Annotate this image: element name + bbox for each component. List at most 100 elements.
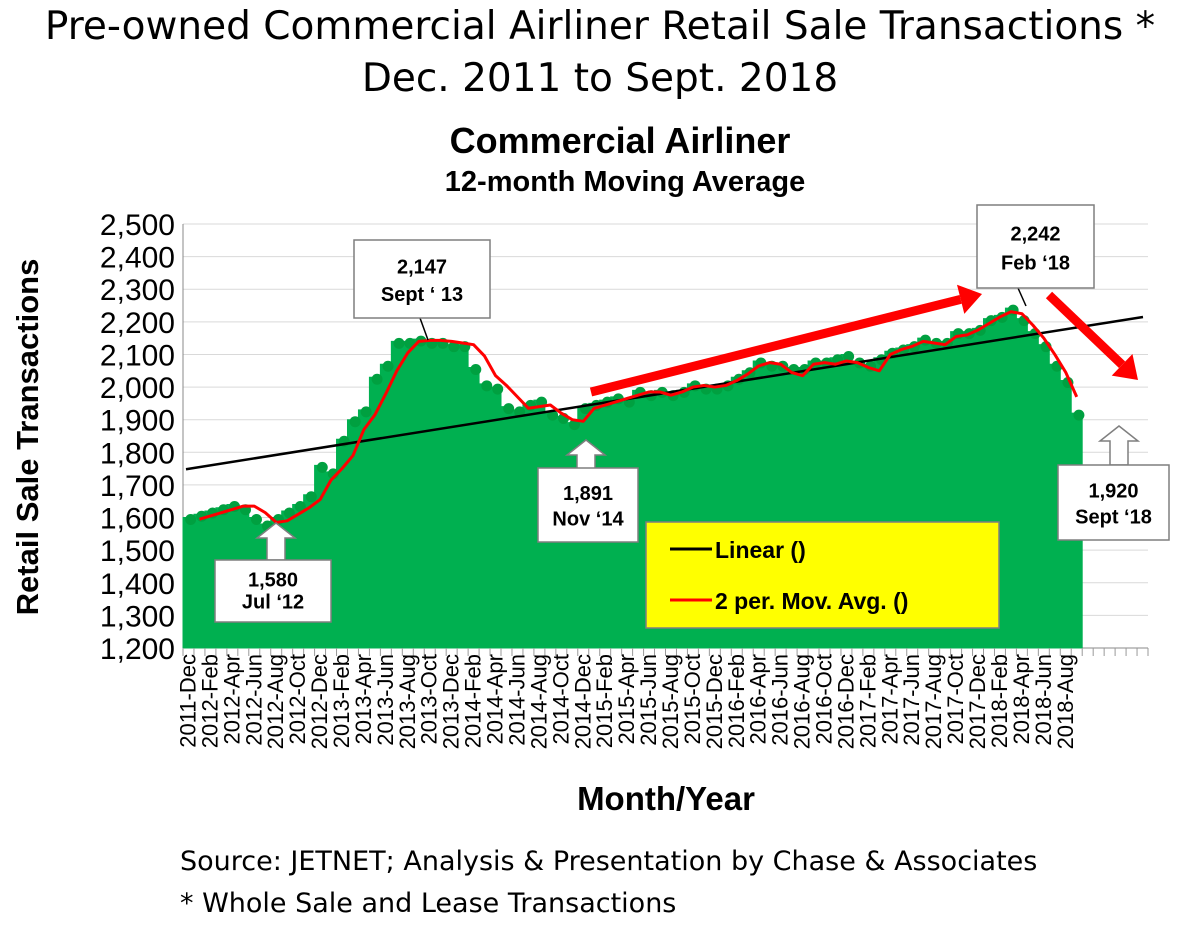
footnote: * Whole Sale and Lease Transactions: [180, 888, 677, 919]
x-tick-label: 2013-Aug: [395, 654, 420, 749]
y-tick-label: 2,400: [100, 242, 175, 275]
y-tick-label: 1,800: [100, 437, 175, 470]
data-point: [470, 364, 482, 376]
downtrend-arrow: [1045, 291, 1126, 369]
callout-box: [976, 204, 1095, 289]
data-point: [393, 337, 405, 349]
x-tick-label: 2017-Aug: [921, 654, 946, 749]
data-point: [294, 500, 306, 512]
data-point: [481, 380, 493, 392]
callout-label: Feb ‘18: [1001, 253, 1070, 275]
x-tick-label: 2012-Oct: [285, 654, 310, 745]
x-tick-label: 2013-Jun: [373, 654, 398, 746]
y-tick-label: 1,300: [100, 600, 175, 633]
data-point: [283, 507, 295, 519]
page-title: Pre-owned Commercial Airliner Retail Sal…: [44, 4, 1156, 49]
x-tick-label: 2017-Oct: [943, 654, 968, 745]
data-point: [919, 334, 931, 346]
x-tick-label: 2012-Feb: [197, 654, 222, 748]
x-tick-label: 2012-Jun: [241, 654, 266, 746]
x-tick-label: 2015-Apr: [614, 654, 639, 745]
data-point: [492, 383, 504, 395]
page-subtitle-dates: Dec. 2011 to Sept. 2018: [361, 56, 839, 101]
downtrend-arrow-head: [1111, 353, 1138, 380]
x-tick-label: 2013-Feb: [329, 654, 354, 748]
x-tick-label: 2014-Apr: [483, 654, 508, 745]
x-tick-label: 2012-Apr: [219, 654, 244, 745]
x-tick-label: 2015-Aug: [658, 654, 683, 749]
x-tick-label: 2014-Dec: [570, 654, 595, 749]
callout-label: Sept ‘18: [1075, 507, 1152, 529]
callout-value: 1,580: [248, 570, 298, 592]
y-tick-label: 2,200: [100, 307, 175, 340]
data-point: [349, 416, 361, 428]
data-point: [360, 406, 372, 418]
callout-label: Sept ‘ 13: [381, 284, 463, 306]
callout-box: [214, 559, 332, 623]
legend-label-moving-average: 2 per. Mov. Avg. (): [715, 588, 908, 614]
x-tick-label: 2017-Jun: [899, 654, 924, 746]
y-tick-label: 1,500: [100, 535, 175, 568]
callout-value: 2,242: [1010, 224, 1060, 246]
callout-label: Jul ‘12: [242, 591, 304, 613]
x-tick-label: 2016-Feb: [724, 654, 749, 748]
data-point: [448, 341, 460, 353]
callout-box: [537, 467, 639, 543]
data-point: [250, 514, 262, 526]
x-axis-label: Month/Year: [577, 780, 755, 817]
data-point: [843, 350, 855, 362]
data-point: [185, 514, 197, 526]
x-tick-label: 2014-Aug: [526, 654, 551, 749]
x-tick-label: 2018-Jun: [1031, 654, 1056, 746]
y-tick-label: 1,200: [100, 633, 175, 666]
y-tick-label: 1,700: [100, 470, 175, 503]
callout-box: [1057, 464, 1170, 541]
x-tick-label: 2016-Jun: [768, 654, 793, 746]
x-tick-label: 2012-Dec: [307, 654, 332, 749]
x-tick-label: 2013-Oct: [417, 654, 442, 745]
x-tick-label: 2018-Aug: [1053, 654, 1078, 749]
x-tick-label: 2018-Feb: [987, 654, 1012, 748]
x-tick-label: 2016-Aug: [790, 654, 815, 749]
x-tick-label: 2014-Jun: [504, 654, 529, 746]
y-tick-label: 1,400: [100, 568, 175, 601]
y-tick-label: 2,100: [100, 339, 175, 372]
x-tick-label: 2017-Feb: [855, 654, 880, 748]
x-tick-label: 2015-Feb: [592, 654, 617, 748]
uptrend-arrow-head: [957, 284, 982, 314]
callout-box: [353, 239, 491, 319]
legend: [645, 521, 1000, 629]
x-tick-label: 2014-Feb: [461, 654, 486, 748]
x-tick-label: 2015-Dec: [702, 654, 727, 749]
x-tick-label: 2016-Apr: [746, 654, 771, 745]
callout-value: 1,891: [563, 483, 613, 505]
chart-title: Commercial Airliner: [450, 120, 791, 161]
x-tick-label: 2017-Apr: [877, 654, 902, 745]
x-tick-label: 2012-Aug: [263, 654, 288, 749]
y-tick-label: 1,900: [100, 405, 175, 438]
annotation-arrow: [1097, 425, 1141, 466]
y-tick-label: 2,300: [100, 274, 175, 307]
data-point: [1073, 409, 1085, 421]
plot-area: 1,2001,3001,4001,5001,6001,7001,8001,900…: [100, 204, 1170, 749]
x-tick-label: 2016-Oct: [812, 654, 837, 745]
y-tick-label: 2,500: [100, 209, 175, 242]
uptrend-arrow: [589, 294, 962, 397]
callout-value: 2,147: [397, 257, 447, 279]
moving-average-line: [199, 310, 1079, 524]
x-tick-label: 2015-Jun: [636, 654, 661, 746]
x-tick-label: 2014-Oct: [548, 654, 573, 745]
x-tick-label: 2017-Dec: [965, 654, 990, 749]
x-tick-label: 2015-Oct: [680, 654, 705, 745]
x-tick-label: 2016-Dec: [833, 654, 858, 749]
data-point: [503, 403, 515, 415]
x-tick-label: 2011-Dec: [175, 654, 200, 748]
x-tick-label: 2013-Apr: [351, 654, 376, 745]
y-tick-label: 2,000: [100, 372, 175, 405]
callout-pointer: [419, 317, 429, 341]
x-tick-label: 2018-Apr: [1009, 654, 1034, 745]
data-point: [382, 360, 394, 372]
y-tick-label: 1,600: [100, 503, 175, 536]
x-tick-label: 2013-Dec: [439, 654, 464, 749]
